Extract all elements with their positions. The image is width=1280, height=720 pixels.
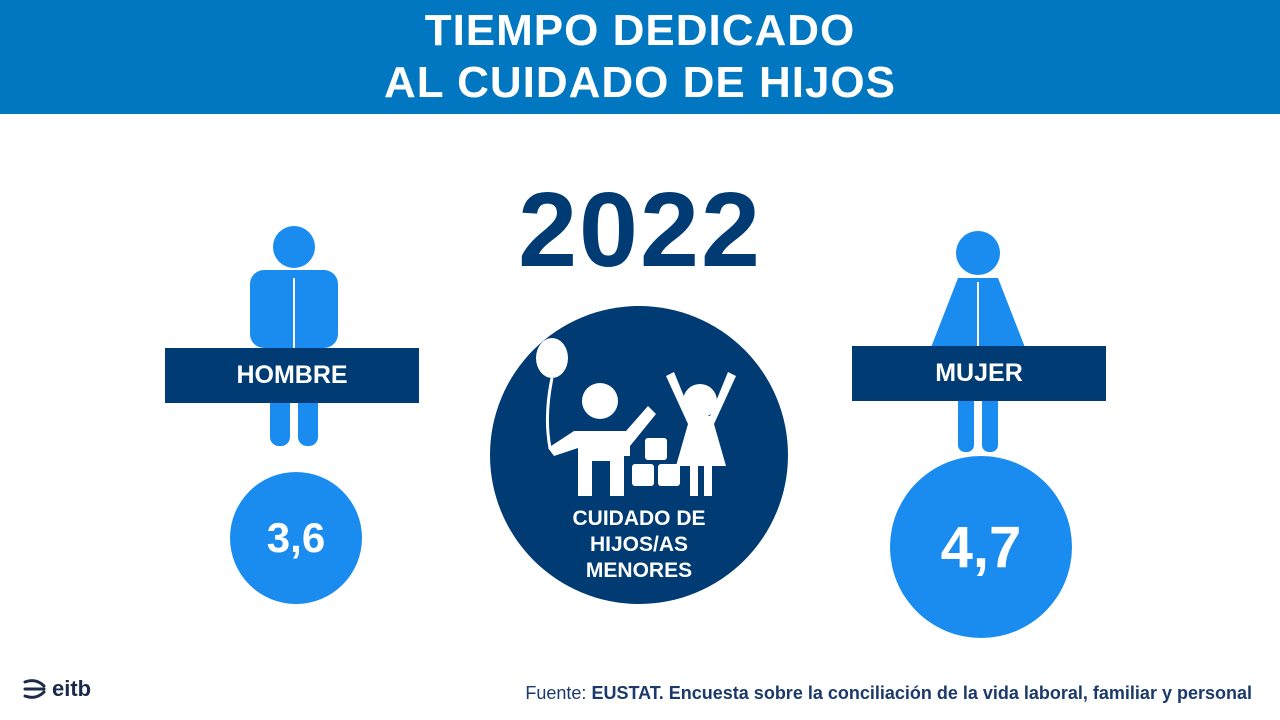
year-label: 2022 <box>518 171 762 289</box>
source-note: Fuente: EUSTAT. Encuesta sobre la concil… <box>525 683 1252 704</box>
eitb-logo-icon <box>23 679 46 699</box>
men-value: 3,6 <box>230 472 362 604</box>
children-playing-icon <box>536 338 736 496</box>
woman-icon <box>930 231 1026 452</box>
title-line-1: TIEMPO DEDICADO <box>424 6 856 55</box>
men-label: HOMBRE <box>165 348 419 403</box>
childcare-circle: CUIDADO DE HIJOS/AS MENORES <box>490 306 788 604</box>
childcare-label: CUIDADO DE HIJOS/AS MENORES <box>490 506 788 584</box>
header-banner: TIEMPO DEDICADO AL CUIDADO DE HIJOS <box>0 0 1280 114</box>
man-icon <box>250 226 338 446</box>
eitb-logo: eitb <box>22 676 91 702</box>
eitb-logo-text: eitb <box>52 676 92 701</box>
childcare-label-line3: MENORES <box>585 559 693 582</box>
women-label: MUJER <box>852 346 1106 401</box>
childcare-label-line1: CUIDADO DE <box>572 507 706 530</box>
childcare-label-line2: HIJOS/AS <box>589 533 689 556</box>
title-line-2: AL CUIDADO DE HIJOS <box>383 58 897 107</box>
women-value: 4,7 <box>890 456 1072 638</box>
source-prefix: Fuente: <box>525 683 592 703</box>
source-text: EUSTAT. Encuesta sobre la conciliación d… <box>591 683 1252 703</box>
